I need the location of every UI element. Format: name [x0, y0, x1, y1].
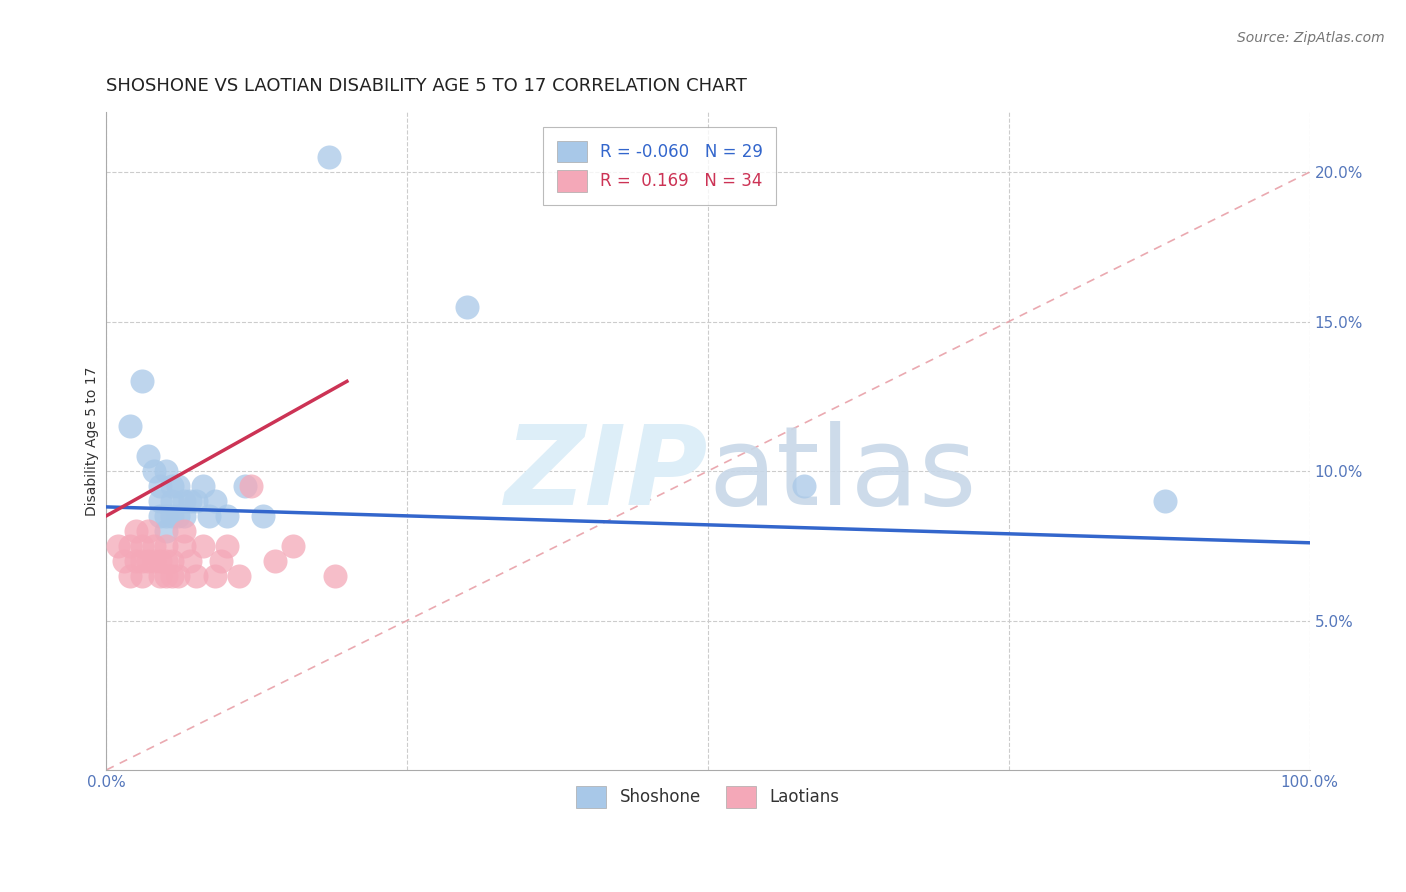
Point: [173, 524, 195, 538]
Point: [155, 568, 177, 582]
Point: [131, 554, 153, 568]
Point: [120, 568, 142, 582]
Point: [252, 508, 274, 523]
Point: [191, 479, 214, 493]
Point: [131, 375, 153, 389]
Point: [179, 554, 201, 568]
Point: [112, 554, 135, 568]
Point: [179, 494, 201, 508]
Point: [456, 300, 478, 314]
Point: [155, 464, 177, 478]
Point: [167, 568, 190, 582]
Point: [186, 568, 208, 582]
Text: Source: ZipAtlas.com: Source: ZipAtlas.com: [1237, 31, 1385, 45]
Point: [228, 568, 250, 582]
Point: [173, 539, 195, 553]
Point: [120, 539, 142, 553]
Point: [162, 568, 184, 582]
Point: [215, 508, 238, 523]
Point: [143, 539, 166, 553]
Point: [149, 494, 172, 508]
Point: [155, 508, 177, 523]
Point: [143, 464, 166, 478]
Point: [323, 568, 346, 582]
Point: [149, 508, 172, 523]
Point: [318, 150, 340, 164]
Point: [281, 539, 304, 553]
Point: [149, 554, 172, 568]
Point: [186, 494, 208, 508]
Text: atlas: atlas: [709, 420, 976, 527]
Point: [167, 479, 190, 493]
Point: [138, 554, 160, 568]
Point: [1154, 494, 1177, 508]
Point: [138, 524, 160, 538]
Point: [149, 568, 172, 582]
Point: [215, 539, 238, 553]
Point: [204, 568, 226, 582]
Point: [204, 494, 226, 508]
Point: [155, 524, 177, 538]
Point: [233, 479, 256, 493]
Text: ZIP: ZIP: [505, 420, 709, 527]
Point: [125, 524, 148, 538]
Point: [162, 554, 184, 568]
Y-axis label: Disability Age 5 to 17: Disability Age 5 to 17: [86, 367, 100, 516]
Point: [167, 508, 190, 523]
Point: [263, 554, 285, 568]
Point: [125, 554, 148, 568]
Point: [131, 539, 153, 553]
Point: [162, 508, 184, 523]
Point: [138, 449, 160, 463]
Text: SHOSHONE VS LAOTIAN DISABILITY AGE 5 TO 17 CORRELATION CHART: SHOSHONE VS LAOTIAN DISABILITY AGE 5 TO …: [107, 78, 747, 95]
Point: [143, 554, 166, 568]
Point: [107, 539, 129, 553]
Point: [197, 508, 219, 523]
Point: [120, 419, 142, 434]
Point: [209, 554, 232, 568]
Point: [173, 494, 195, 508]
Legend: Shoshone, Laotians: Shoshone, Laotians: [564, 772, 852, 821]
Point: [155, 554, 177, 568]
Point: [162, 494, 184, 508]
Point: [173, 508, 195, 523]
Point: [191, 539, 214, 553]
Point: [162, 479, 184, 493]
Point: [155, 539, 177, 553]
Point: [131, 568, 153, 582]
Point: [793, 479, 815, 493]
Point: [239, 479, 262, 493]
Point: [149, 479, 172, 493]
